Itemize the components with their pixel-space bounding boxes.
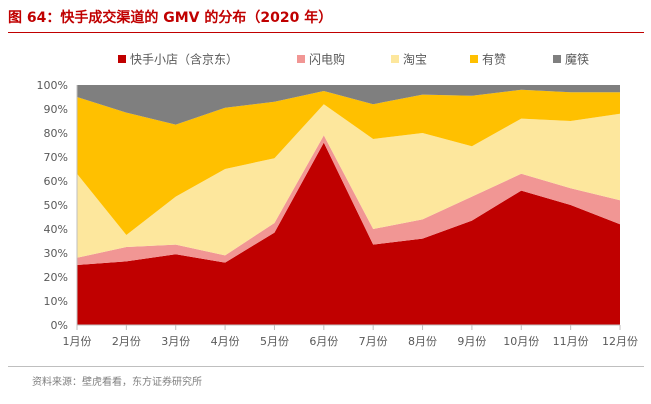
x-tick-label: 4月份 — [211, 335, 240, 348]
x-tick-label: 10月份 — [503, 335, 539, 348]
x-tick-label: 11月份 — [553, 335, 589, 348]
x-tick-label: 7月份 — [359, 335, 388, 348]
legend-label-2: 淘宝 — [403, 53, 427, 67]
plot-areas — [77, 85, 620, 325]
x-tick-label: 6月份 — [309, 335, 338, 348]
y-tick-label: 50% — [44, 199, 68, 212]
x-tick-label: 2月份 — [112, 335, 141, 348]
x-tick-label: 12月份 — [602, 335, 638, 348]
legend-label-1: 闪电购 — [309, 52, 345, 67]
area-series-2 — [77, 104, 620, 258]
title-divider — [8, 32, 644, 33]
area-series-0 — [77, 142, 620, 325]
y-tick-label: 80% — [44, 127, 68, 140]
y-tick-label: 0% — [51, 319, 68, 332]
y-tick-label: 40% — [44, 223, 68, 236]
y-tick-label: 100% — [37, 79, 68, 92]
x-tick-label: 3月份 — [161, 335, 190, 348]
area-series-3 — [77, 89, 620, 235]
y-tick-label: 90% — [44, 103, 68, 116]
x-tick-label: 8月份 — [408, 335, 437, 348]
area-series-1 — [77, 135, 620, 265]
x-tick-label: 5月份 — [260, 335, 289, 348]
y-tick-label: 30% — [44, 247, 68, 260]
axes: 0% 10% 20% 30% 40% 50% 60% 70% 80% 90% 100% 1月份 2月份 3… — [37, 79, 638, 348]
legend-swatch-1 — [297, 55, 305, 63]
legend: 快手小店（含京东） 闪电购 淘宝 有赞 魔筷 — [118, 52, 589, 67]
chart-title: 图 64：快手成交渠道的 GMV 的分布（2020 年） — [8, 10, 333, 26]
legend-label-4: 魔筷 — [565, 52, 589, 67]
y-tick-label: 10% — [44, 295, 68, 308]
legend-label-0: 快手小店（含京东） — [130, 52, 238, 67]
legend-swatch-0 — [118, 55, 126, 63]
source-note: 资料来源：壁虎看看，东方证券研究所 — [32, 377, 202, 388]
legend-swatch-2 — [391, 55, 399, 63]
legend-label-3: 有赞 — [482, 53, 506, 67]
legend-swatch-3 — [470, 55, 478, 63]
source-divider — [8, 366, 644, 367]
y-tick-label: 60% — [44, 175, 68, 188]
area-series-4 — [77, 85, 620, 125]
legend-swatch-4 — [553, 55, 561, 63]
y-tick-label: 70% — [44, 151, 68, 164]
x-tick-label: 9月份 — [457, 335, 486, 348]
x-tick-label: 1月份 — [63, 335, 92, 348]
y-tick-label: 20% — [44, 271, 68, 284]
